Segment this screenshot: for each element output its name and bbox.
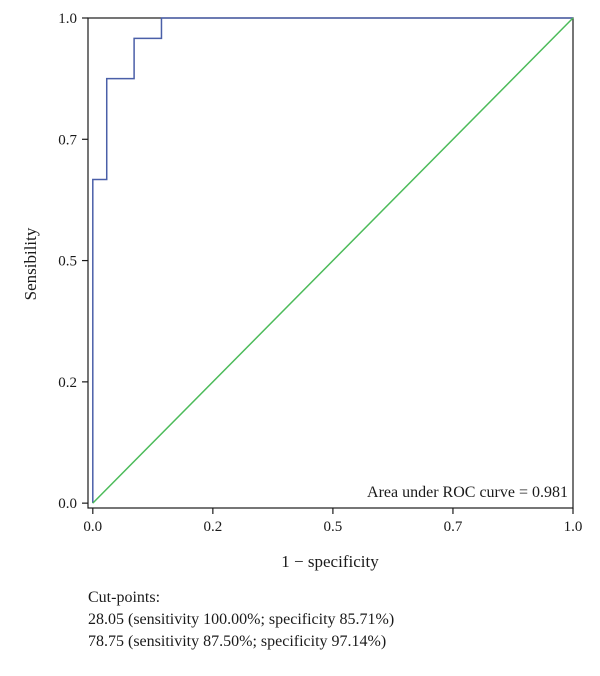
x-tick-label: 0.5 xyxy=(324,519,343,535)
y-tick-label: 0.2 xyxy=(58,375,77,391)
roc-curve xyxy=(92,17,573,504)
auc-annotation: Area under ROC curve = 0.981 xyxy=(367,484,568,501)
x-tick-label: 0.0 xyxy=(83,519,102,535)
cutpoint-line: 78.75 (sensitivity 87.50%; specificity 9… xyxy=(88,633,387,650)
x-tick-label: 1.0 xyxy=(564,519,583,535)
y-axis-label: Sensibility xyxy=(21,227,40,300)
y-axis: 0.0 0.2 0.5 0.7 1.0 xyxy=(58,11,88,512)
y-tick-label: 0.0 xyxy=(58,496,77,512)
x-tick-label: 0.2 xyxy=(203,519,222,535)
reference-diagonal xyxy=(92,17,574,504)
roc-chart: 0.0 0.2 0.5 0.7 1.0 0.0 0.2 0.5 0.7 1.0 Area und… xyxy=(21,11,582,571)
y-tick-label: 1.0 xyxy=(58,11,77,27)
cutpoints-heading: Cut-points: xyxy=(88,589,161,606)
y-tick-label: 0.5 xyxy=(58,254,77,270)
y-tick-label: 0.7 xyxy=(58,132,77,148)
cutpoints-block: Cut-points: 28.05 (sensitivity 100.00%; … xyxy=(88,587,394,653)
cutpoint-line: 28.05 (sensitivity 100.00%; specificity … xyxy=(88,611,395,628)
series-layer xyxy=(92,17,574,504)
x-axis: 0.0 0.2 0.5 0.7 1.0 xyxy=(83,508,582,535)
x-axis-label: 1 − specificity xyxy=(281,552,379,571)
x-tick-label: 0.7 xyxy=(444,519,463,535)
